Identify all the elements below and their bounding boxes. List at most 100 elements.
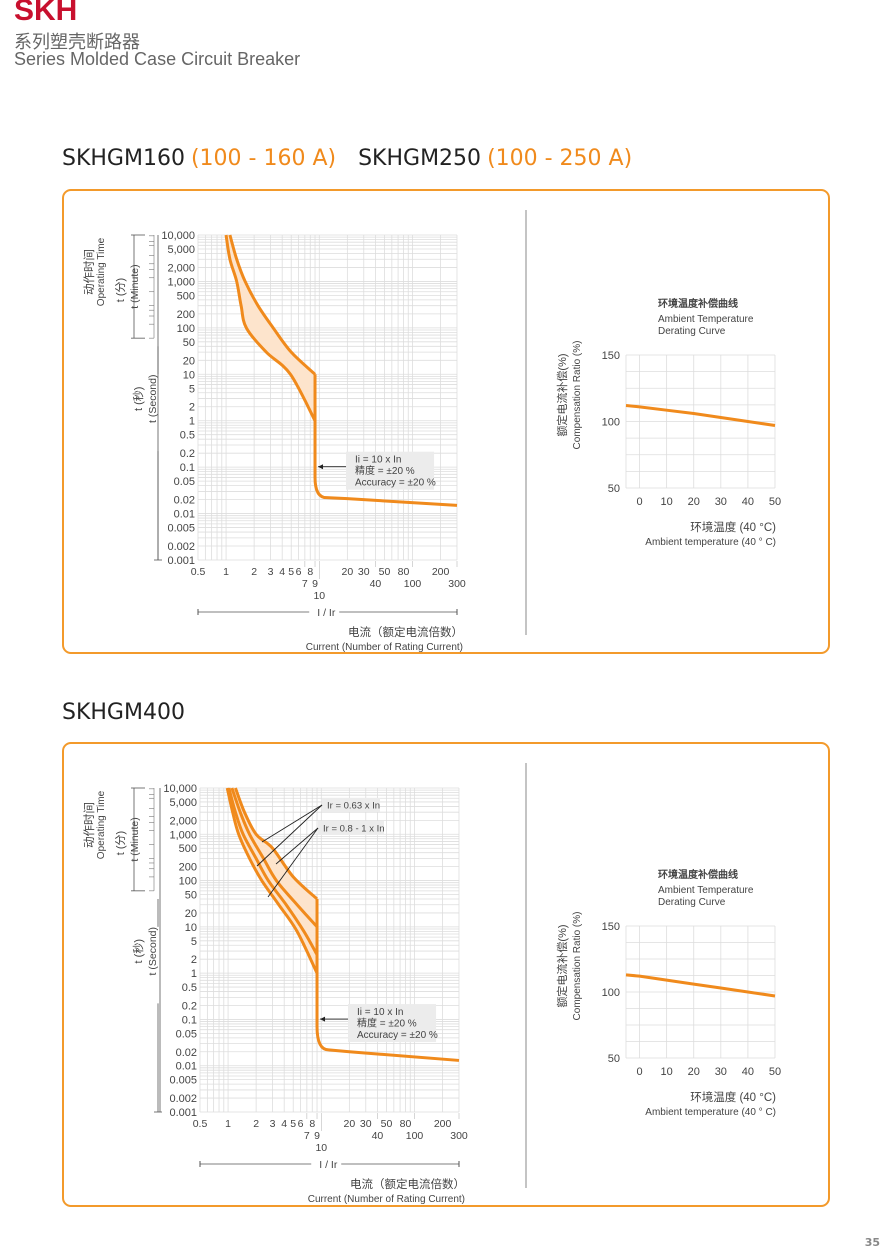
x-tick-label: 10: [313, 590, 325, 602]
chart-card-1: [62, 189, 830, 654]
y-tick-label: 0.05: [176, 1028, 197, 1040]
y-tick-label: 5,000: [167, 244, 195, 256]
x-tick-label: 8: [309, 1118, 315, 1130]
y-tick-label: 5: [189, 383, 195, 395]
annotation-box: [348, 1004, 437, 1043]
brand-logo: SKH: [14, 0, 78, 27]
derating-title-cn: 环境温度补偿曲线: [658, 297, 738, 310]
x-tick-label: 6: [296, 566, 302, 578]
derating-title-en: Derating Curve: [658, 326, 726, 337]
y-tick-label: 0.1: [182, 1014, 197, 1026]
x-tick-label: 3: [270, 1118, 276, 1130]
x-tick-label: 100: [406, 1130, 424, 1142]
x-tick-label: 50: [769, 1066, 781, 1078]
y-tick-label: 0.2: [180, 448, 195, 460]
y-tick-label: 10,000: [161, 230, 195, 242]
x-tick-label: 80: [398, 566, 410, 578]
annotation-box: [318, 821, 384, 835]
page-number: 35: [864, 1236, 880, 1249]
section-title-1: SKHGM160 (100 - 160 A) SKHGM250 (100 - 250 …: [62, 146, 632, 171]
second-label-en: t (Second): [147, 375, 159, 423]
y-tick-label: 2: [189, 402, 195, 414]
x-tick-label: 40: [372, 1130, 384, 1142]
annotation-box: [322, 798, 380, 812]
x-tick-label: 5: [288, 566, 294, 578]
leader-line: [275, 827, 319, 865]
x-tick-label: 20: [688, 1066, 700, 1078]
trip-curve-band-lower: [224, 234, 317, 422]
x-tick-label: 50: [769, 496, 781, 508]
y-tick-label: 2,000: [167, 262, 195, 274]
y-tick-label: 500: [177, 290, 195, 302]
y-label-en: Operating Time: [96, 790, 107, 859]
y-tick-label: 0.002: [169, 1093, 197, 1105]
y-tick-label: 0.05: [174, 476, 195, 488]
x-tick-label: 7: [304, 1130, 310, 1142]
y-tick-label: 50: [183, 337, 195, 349]
y-tick-label: 0.01: [174, 509, 195, 521]
arrow-head-icon: [320, 1016, 326, 1022]
y-tick-label: 50: [608, 483, 620, 495]
x-tick-label: 300: [450, 1130, 468, 1142]
y-tick-label: 10,000: [163, 783, 197, 795]
x-tick-label: 40: [742, 496, 754, 508]
model-range: (100 - 160 A): [190, 146, 337, 171]
y-tick-label: 0.1: [180, 462, 195, 474]
annotation-text: Ii = 10 x In: [355, 455, 401, 466]
x-tick-label: 7: [302, 578, 308, 590]
x-axis-label-en: Ambient temperature (40 ° C): [645, 537, 776, 548]
trip-curve-curve: [227, 787, 319, 956]
derating-title-en: Derating Curve: [658, 897, 726, 908]
x-tick-label: 2: [251, 566, 257, 578]
second-label-cn: t (秒): [131, 939, 145, 963]
derating-title-en: Ambient Temperature: [658, 885, 754, 896]
x-axis-symbol: I / Ir: [317, 607, 336, 619]
leader-line: [256, 804, 323, 867]
x-tick-label: 30: [715, 496, 727, 508]
x-axis-label-en: Ambient temperature (40 ° C): [645, 1107, 776, 1118]
y-tick-label: 0.02: [176, 1047, 197, 1059]
x-tick-label: 80: [400, 1118, 412, 1130]
arrow-head-icon: [318, 464, 324, 470]
x-tick-label: 200: [432, 566, 450, 578]
y-tick-label: 5: [191, 936, 197, 948]
y-tick-label: 150: [602, 921, 620, 933]
x-tick-label: 6: [298, 1118, 304, 1130]
x-tick-label: 20: [342, 566, 354, 578]
annotation-text: Ir = 0.63 x In: [327, 801, 380, 812]
x-axis-symbol: I / Ir: [319, 1159, 338, 1171]
trip-curve-band-upper: [228, 234, 317, 376]
x-tick-label: 1: [225, 1118, 231, 1130]
subtitle-en: Series Molded Case Circuit Breaker: [14, 49, 301, 69]
x-axis-label-cn: 环境温度 (40 °C): [690, 1090, 776, 1104]
derating-line: [625, 973, 776, 998]
y-tick-label: 0.002: [167, 541, 195, 553]
y-tick-label: 100: [602, 987, 620, 999]
y-tick-label: 0.001: [169, 1107, 197, 1119]
y-label-en: Operating Time: [96, 237, 107, 306]
derating-title-cn: 环境温度补偿曲线: [658, 868, 738, 881]
y-tick-label: 100: [177, 323, 195, 335]
y-tick-label: 0.5: [180, 430, 195, 442]
x-tick-label: 1: [223, 566, 229, 578]
x-tick-label: 8: [307, 566, 313, 578]
tolerance-band: [226, 235, 316, 421]
x-axis-label-cn: 电流（额定电流倍数）: [350, 1177, 465, 1191]
trip-curve-curve: [230, 787, 319, 928]
y-tick-label: 20: [183, 355, 195, 367]
x-tick-label: 30: [358, 566, 370, 578]
y-label-cn: 动作时间: [83, 249, 96, 295]
annotation-text: 精度 = ±20 %: [357, 1017, 417, 1030]
y-tick-label: 5,000: [169, 797, 197, 809]
x-tick-label: 5: [290, 1118, 296, 1130]
y-tick-label: 0.01: [176, 1061, 197, 1073]
x-tick-label: 9: [314, 1130, 320, 1142]
y-tick-label: 500: [179, 843, 197, 855]
annotation-text: Accuracy = ±20 %: [355, 478, 436, 489]
y-tick-label: 1,000: [167, 276, 195, 288]
annotation-text: Ii = 10 x In: [357, 1007, 403, 1018]
leader-line: [261, 804, 323, 843]
derating-line: [625, 404, 776, 427]
y-tick-label: 0.005: [169, 1075, 197, 1087]
second-label-en: t (Second): [147, 927, 159, 975]
